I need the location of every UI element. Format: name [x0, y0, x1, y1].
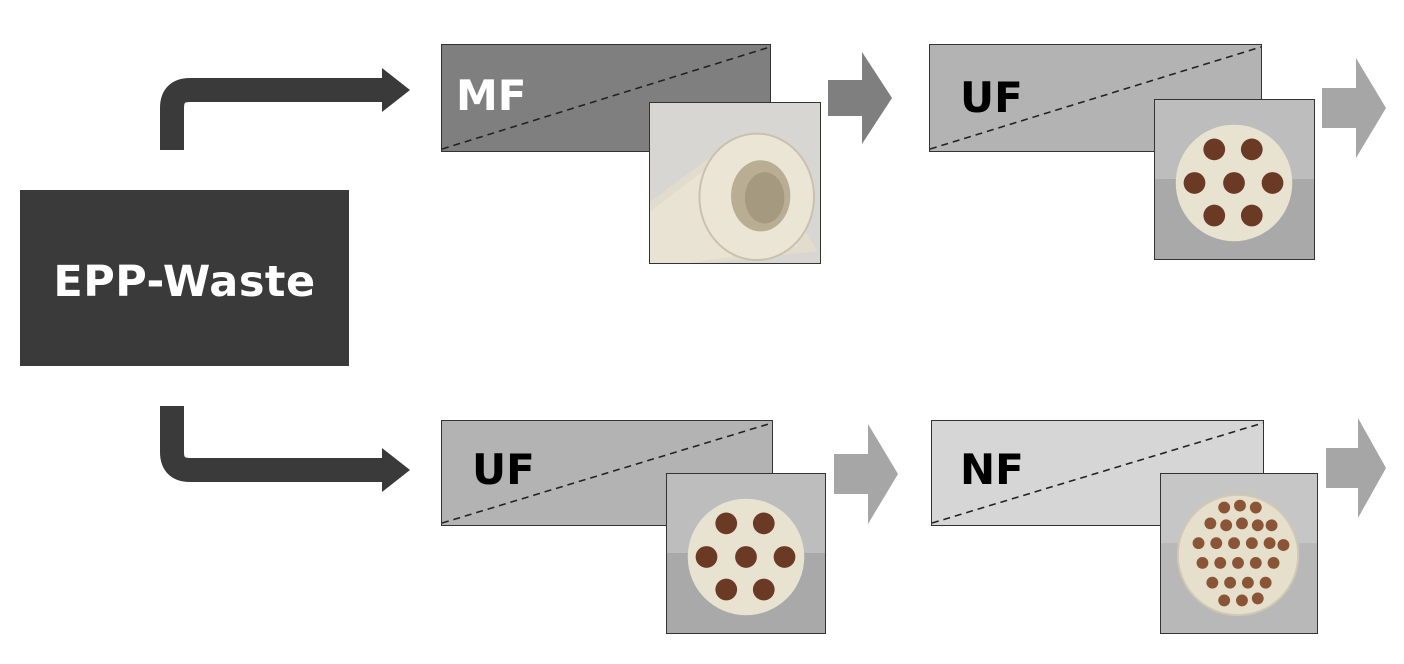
flow-arrow-nf-out — [1326, 418, 1386, 518]
uf-top-stage-label: UF — [960, 73, 1023, 122]
membrane-divider-line — [442, 46, 770, 150]
nf-stage-label: NF — [960, 445, 1024, 494]
membrane-divider-line — [442, 422, 772, 524]
epp-waste-source: EPP-Waste — [20, 190, 349, 366]
single-channel-tube-membrane-photo — [649, 102, 821, 264]
connector-arrow-top — [160, 78, 392, 150]
flow-arrow-uf-to-nf — [834, 424, 898, 524]
nineteen-channel-membrane-photo — [1160, 473, 1318, 634]
connector-arrow-bottom — [160, 406, 392, 482]
uf-bottom-stage-label: UF — [472, 445, 535, 494]
flow-arrow-uf-top-out — [1322, 58, 1386, 158]
mf-stage: MF — [441, 44, 771, 152]
seven-channel-membrane-photo-top — [1154, 99, 1315, 260]
uf-stage-top: UF — [929, 44, 1262, 152]
connector-arrowhead-top — [382, 68, 410, 112]
flow-arrow-mf-to-uf — [828, 52, 892, 144]
membrane-divider-line — [932, 422, 1263, 524]
epp-waste-label: EPP-Waste — [53, 257, 316, 307]
mf-stage-label: MF — [456, 71, 527, 120]
membrane-divider-line — [930, 46, 1261, 150]
connector-arrowhead-bottom — [382, 448, 410, 492]
seven-channel-membrane-photo-bottom — [666, 473, 826, 634]
